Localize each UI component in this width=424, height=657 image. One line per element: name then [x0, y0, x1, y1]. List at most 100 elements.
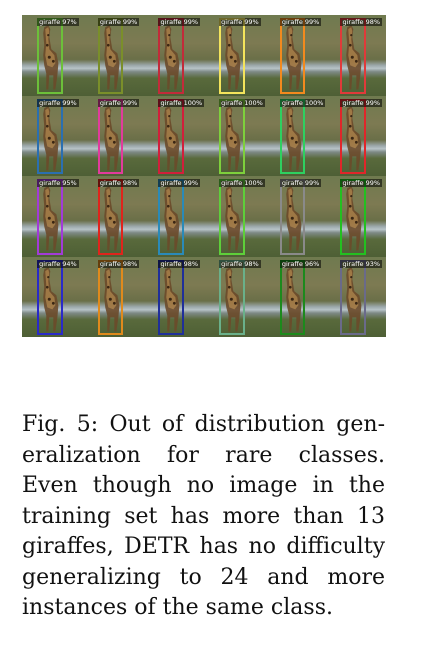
detection-score: 93% — [365, 259, 381, 268]
giraffe-silhouette — [346, 266, 362, 331]
detection-label: giraffe — [99, 98, 121, 107]
detection-tag: giraffe 99% — [97, 98, 140, 107]
giraffe-silhouette — [346, 186, 362, 251]
detection-score: 94% — [62, 259, 77, 268]
detection-box: giraffe 99% — [37, 98, 79, 174]
detection-box: giraffe 99% — [219, 18, 261, 94]
giraffe-silhouette — [164, 266, 180, 331]
grid-cell: giraffe 99% — [143, 15, 204, 96]
detection-box: giraffe 99% — [97, 18, 140, 94]
grid-cell: giraffe 100% — [204, 176, 265, 257]
detection-tag: giraffe 99% — [158, 18, 201, 26]
detection-box: giraffe 98% — [158, 259, 201, 335]
grid-cell: giraffe 95% — [22, 176, 83, 257]
detection-tag: giraffe 98% — [158, 259, 201, 268]
giraffe-silhouette — [164, 25, 180, 90]
detection-label: giraffe — [342, 259, 364, 268]
grid-cell: giraffe 100% — [204, 95, 265, 176]
detection-tag: giraffe 99% — [158, 179, 201, 187]
detection-label: giraffe — [39, 179, 61, 187]
detection-score: 96% — [304, 259, 320, 268]
detection-label: giraffe — [160, 18, 182, 26]
detection-box: giraffe 99% — [158, 179, 201, 255]
giraffe-silhouette — [285, 25, 302, 90]
giraffe-detection-figure: giraffe 97% giraffe 99% giraffe 99% giraffe 99%… — [22, 15, 386, 337]
detection-box: giraffe 96% — [279, 259, 322, 335]
giraffe-silhouette — [43, 105, 59, 170]
detection-tag: giraffe 99% — [219, 18, 261, 26]
grid-cell: giraffe 98% — [325, 15, 386, 96]
giraffe-silhouette — [103, 105, 120, 170]
detection-score: 99% — [304, 179, 320, 187]
detection-tag: giraffe 95% — [37, 179, 79, 187]
detection-score: 95% — [62, 179, 77, 187]
detection-score: 99% — [62, 98, 77, 107]
detection-box: giraffe 98% — [97, 179, 140, 255]
grid-cell: giraffe 99% — [264, 15, 326, 96]
grid-cell: giraffe 99% — [143, 176, 204, 257]
detection-label: giraffe — [221, 98, 243, 107]
detection-tag: giraffe 100% — [279, 98, 326, 107]
caption-prefix: Fig. 5: — [22, 412, 99, 437]
detection-label: giraffe — [221, 179, 243, 187]
detection-box: giraffe 98% — [219, 259, 261, 335]
detection-tag: giraffe 100% — [158, 98, 204, 107]
detection-tag: giraffe 99% — [340, 98, 383, 107]
grid-cell: giraffe 99% — [22, 95, 83, 176]
detection-score: 100% — [183, 98, 203, 107]
detection-score: 99% — [365, 98, 381, 107]
detection-box: giraffe 98% — [340, 18, 383, 94]
caption-text: Out of distribution gen­eralization for … — [22, 412, 386, 620]
grid-cell: giraffe 98% — [82, 256, 144, 337]
grid-cell: giraffe 99% — [82, 95, 144, 176]
detection-tag: giraffe 97% — [37, 18, 79, 26]
detection-score: 97% — [62, 18, 77, 26]
giraffe-silhouette — [285, 186, 302, 251]
detection-box: giraffe 100% — [219, 98, 265, 174]
grid-cell: giraffe 98% — [82, 176, 144, 257]
giraffe-silhouette — [103, 25, 120, 90]
detection-tag: giraffe 98% — [340, 18, 383, 26]
grid-cell: giraffe 99% — [82, 15, 144, 96]
detection-score: 99% — [304, 18, 320, 26]
detection-label: giraffe — [99, 179, 121, 187]
giraffe-silhouette — [103, 186, 120, 251]
detection-box: giraffe 100% — [219, 179, 265, 255]
grid-cell: giraffe 99% — [204, 15, 265, 96]
giraffe-silhouette — [164, 105, 180, 170]
detection-label: giraffe — [39, 98, 61, 107]
detection-score: 99% — [244, 18, 259, 26]
detection-score: 98% — [122, 179, 138, 187]
detection-box: giraffe 99% — [97, 98, 140, 174]
detection-label: giraffe — [160, 179, 182, 187]
detection-score: 98% — [365, 18, 381, 26]
giraffe-silhouette — [164, 186, 180, 251]
detection-box: giraffe 94% — [37, 259, 79, 335]
detection-score: 99% — [122, 18, 138, 26]
detection-score: 99% — [122, 98, 138, 107]
giraffe-silhouette — [346, 105, 362, 170]
detection-label: giraffe — [342, 98, 364, 107]
detection-tag: giraffe 99% — [97, 18, 140, 26]
detection-box: giraffe 99% — [340, 98, 383, 174]
detection-label: giraffe — [160, 259, 182, 268]
grid-cell: giraffe 97% — [22, 15, 83, 96]
detection-tag: giraffe 99% — [340, 179, 383, 187]
detection-label: giraffe — [281, 179, 303, 187]
detection-score: 99% — [183, 179, 199, 187]
detection-label: giraffe — [281, 18, 303, 26]
giraffe-silhouette — [103, 266, 120, 331]
detection-tag: giraffe 98% — [219, 259, 261, 268]
detection-score: 99% — [183, 18, 199, 26]
grid-cell: giraffe 96% — [264, 256, 326, 337]
detection-box: giraffe 99% — [279, 179, 322, 255]
grid-cell: giraffe 99% — [325, 95, 386, 176]
detection-tag: giraffe 100% — [219, 179, 265, 187]
detection-tag: giraffe 99% — [37, 98, 79, 107]
giraffe-silhouette — [285, 266, 302, 331]
grid-cell: giraffe 99% — [264, 176, 326, 257]
giraffe-silhouette — [225, 105, 241, 170]
giraffe-silhouette — [285, 105, 302, 170]
detection-label: giraffe — [99, 18, 121, 26]
detection-label: giraffe — [39, 18, 61, 26]
